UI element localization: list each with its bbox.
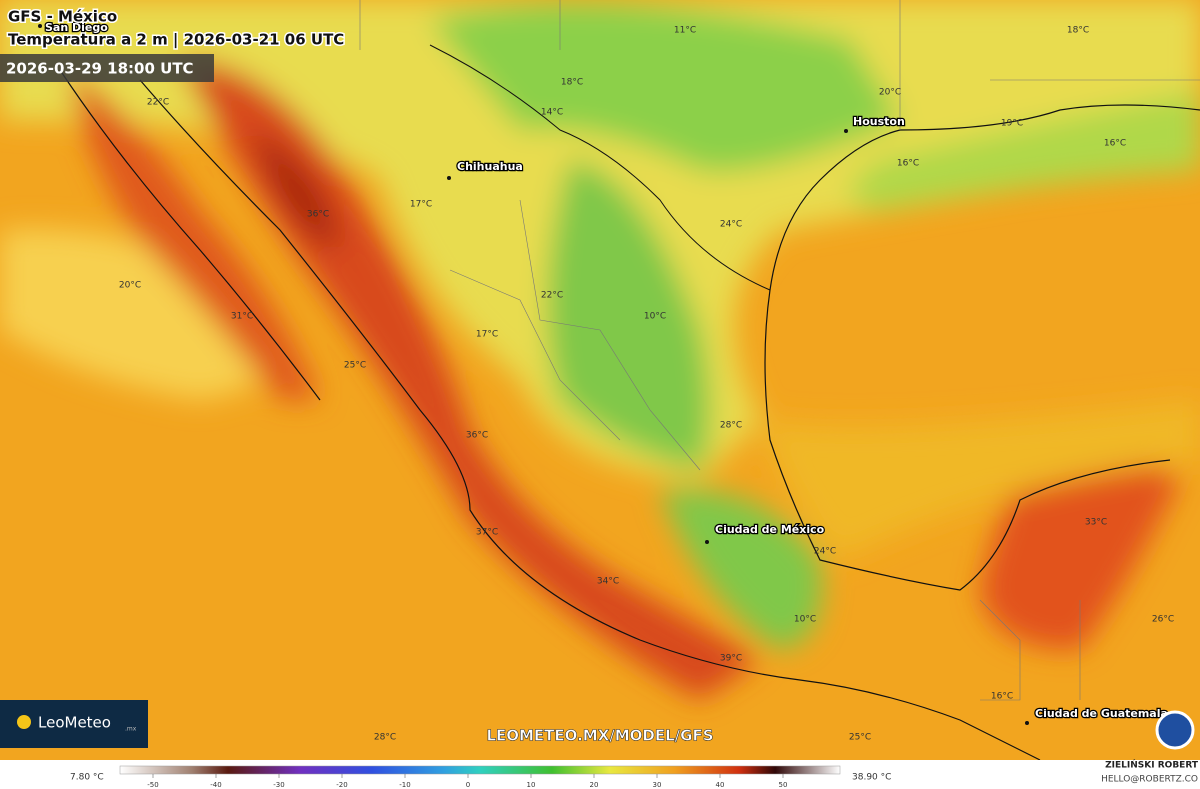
- temperature-label: 10°C: [644, 312, 666, 322]
- logo-suffix: .mx: [125, 726, 137, 733]
- temperature-label: 22°C: [541, 291, 563, 301]
- logo-name: LeoMeteo: [38, 714, 111, 732]
- temperature-label: 25°C: [344, 361, 366, 371]
- colorbar-tick-label: -20: [336, 781, 347, 789]
- temperature-label: 10°C: [794, 615, 816, 625]
- temperature-label: 20°C: [119, 281, 141, 291]
- header: GFS - México Temperatura a 2 m | 2026-03…: [0, 6, 346, 82]
- watermark: LEOMETEO.MX/MODEL/GFS: [486, 727, 713, 745]
- temperature-label: 20°C: [879, 88, 901, 98]
- temperature-label: 33°C: [1085, 518, 1107, 528]
- colorbar-tick-label: 0: [466, 781, 470, 789]
- temperature-label: 17°C: [410, 200, 432, 210]
- credit-email: HELLO@ROBERTZ.CO: [1101, 775, 1198, 785]
- colorbar: [119, 765, 841, 775]
- temperature-label: 16°C: [991, 692, 1013, 702]
- city-dot: [705, 540, 709, 544]
- temperature-label: 25°C: [849, 733, 871, 743]
- city-dot: [38, 24, 42, 28]
- colorbar-min: 7.80 °C: [70, 773, 104, 783]
- colorbar-tick-label: 30: [653, 781, 662, 789]
- noaa-logo: [1155, 710, 1195, 750]
- colorbar-tick-label: 20: [590, 781, 599, 789]
- temperature-label: 16°C: [1104, 139, 1126, 149]
- coastlines: [59, 44, 1200, 761]
- borders: [359, 0, 1200, 701]
- city-dot: [447, 176, 451, 180]
- colorbar-tick-label: 10: [527, 781, 536, 789]
- temperature-label: 11°C: [674, 26, 696, 36]
- temperature-label: 39°C: [720, 654, 742, 664]
- footer-bar: [0, 760, 1200, 789]
- colorbar-tick-label: -30: [273, 781, 284, 789]
- temperature-label: 22°C: [147, 98, 169, 108]
- temperature-label: 18°C: [561, 78, 583, 88]
- city-label: Ciudad de México: [715, 523, 825, 536]
- city-label: Ciudad de Guatemala: [1035, 707, 1168, 720]
- temperature-label: 18°C: [1067, 26, 1089, 36]
- colorbar-max: 38.90 °C: [852, 773, 891, 783]
- temperature-label: 31°C: [231, 312, 253, 322]
- temperature-label: 17°C: [476, 330, 498, 340]
- colorbar-ticks: -50 -40 -30 -20 -10 0 10 20 30 40 50: [147, 774, 787, 789]
- city-label: San Diego: [45, 21, 108, 34]
- city-dot: [844, 129, 848, 133]
- logo: LeoMeteo .mx: [0, 700, 148, 748]
- temperature-label: 24°C: [814, 547, 836, 557]
- temperature-label: 16°C: [897, 159, 919, 169]
- city-label: Chihuahua: [457, 160, 523, 173]
- header-model: GFS - México: [8, 8, 117, 26]
- colorbar-tick-label: 40: [716, 781, 725, 789]
- city-label: Houston: [853, 115, 905, 128]
- temperature-labels: 11°C 18°C 18°C 20°C 22°C 14°C 19°C 16°C 16°C 17°C…: [119, 26, 1174, 743]
- temperature-label: 34°C: [597, 577, 619, 587]
- temperature-label: 14°C: [541, 108, 563, 118]
- city-dot: [1025, 721, 1029, 725]
- credit-author: ZIELIŃSKI ROBERT: [1105, 759, 1199, 771]
- temperature-label: 36°C: [466, 431, 488, 441]
- temperature-label: 26°C: [1152, 615, 1174, 625]
- temperature-label: 28°C: [374, 733, 396, 743]
- temperature-label: 24°C: [720, 220, 742, 230]
- header-valid-time: 2026-03-29 18:00 UTC: [6, 60, 194, 78]
- city-labels: San Diego Chihuahua Houston Ciudad de Méxic…: [38, 20, 1169, 725]
- temperature-label: 37°C: [476, 528, 498, 538]
- temperature-label: 19°C: [1001, 119, 1023, 129]
- colorbar-tick-label: 50: [779, 781, 788, 789]
- temperature-label: 36°C: [307, 210, 329, 220]
- temperature-label: 28°C: [720, 421, 742, 431]
- header-subtitle: Temperatura a 2 m | 2026-03-21 06 UTC: [8, 31, 344, 50]
- colorbar-tick-label: -40: [210, 781, 221, 789]
- colorbar-tick-label: -50: [147, 781, 158, 789]
- colorbar-tick-label: -10: [399, 781, 410, 789]
